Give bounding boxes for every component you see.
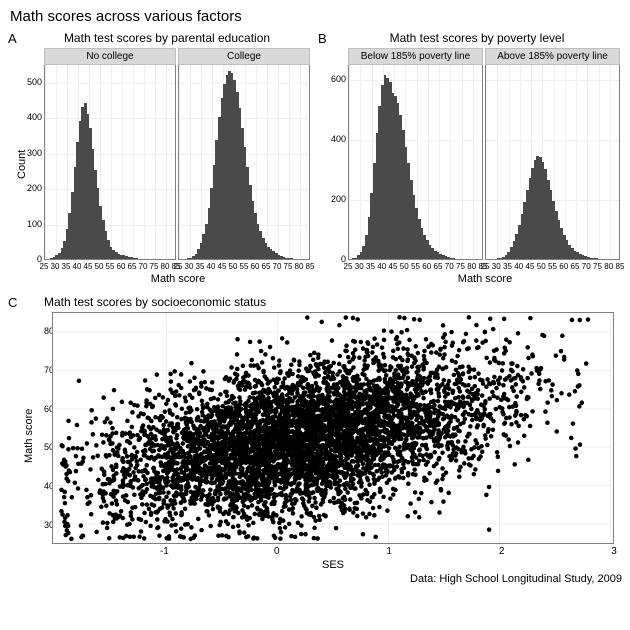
x-axis: 25303540455055606570758085	[178, 262, 310, 272]
scatter-points	[53, 313, 613, 543]
panel-c-xaxis: -10123	[52, 546, 614, 558]
facet-strip: Below 185% poverty line	[348, 48, 483, 65]
panel-b: B Math test scores by poverty level 0200…	[318, 31, 622, 285]
x-axis: 25303540455055606570758085	[348, 262, 483, 272]
facet-strip: No college	[44, 48, 176, 65]
panel-b-xlabel: Math score	[348, 273, 622, 285]
facet-strip: College	[178, 48, 310, 65]
histogram-plot	[44, 65, 176, 260]
facet-strip: Above 185% poverty line	[485, 48, 620, 65]
panel-c-title: Math test scores by socioeconomic status	[8, 295, 622, 309]
panel-b-facets: Below 185% poverty line 25303540455055606…	[348, 48, 622, 272]
panel-b-title: Math test scores by poverty level	[318, 31, 622, 45]
x-axis: 25303540455055606570758085	[485, 262, 620, 272]
page-title: Math scores across various factors	[10, 8, 622, 25]
panel-c-letter: C	[8, 295, 17, 310]
caption: Data: High School Longitudinal Study, 20…	[8, 573, 622, 585]
panel-b-letter: B	[318, 31, 327, 46]
panel-b-yaxis: 0200400600	[322, 48, 346, 285]
histogram-plot	[178, 65, 310, 260]
panel-a-title: Math test scores by parental education	[8, 31, 312, 45]
panel-a-yaxis: 0100200300400500	[18, 48, 42, 285]
histogram-plot	[348, 65, 483, 260]
facet: No college 25303540455055606570758085	[44, 48, 176, 272]
panel-c-xlabel: SES	[52, 559, 614, 571]
x-axis: 25303540455055606570758085	[44, 262, 176, 272]
panel-c-yaxis: 304050607080	[30, 312, 54, 571]
panel-a: A Math test scores by parental education…	[8, 31, 312, 285]
panel-c: C Math test scores by socioeconomic stat…	[8, 295, 622, 571]
facet: Above 185% poverty line 25303540455055606…	[485, 48, 620, 272]
facet: College 25303540455055606570758085	[178, 48, 310, 272]
facet: Below 185% poverty line 25303540455055606…	[348, 48, 483, 272]
histogram-plot	[485, 65, 620, 260]
panel-a-xlabel: Math score	[44, 273, 312, 285]
panel-a-letter: A	[8, 31, 17, 46]
panel-a-facets: No college25303540455055606570758085Coll…	[44, 48, 312, 272]
top-row: A Math test scores by parental education…	[8, 31, 622, 285]
panel-c-plot	[52, 312, 614, 544]
